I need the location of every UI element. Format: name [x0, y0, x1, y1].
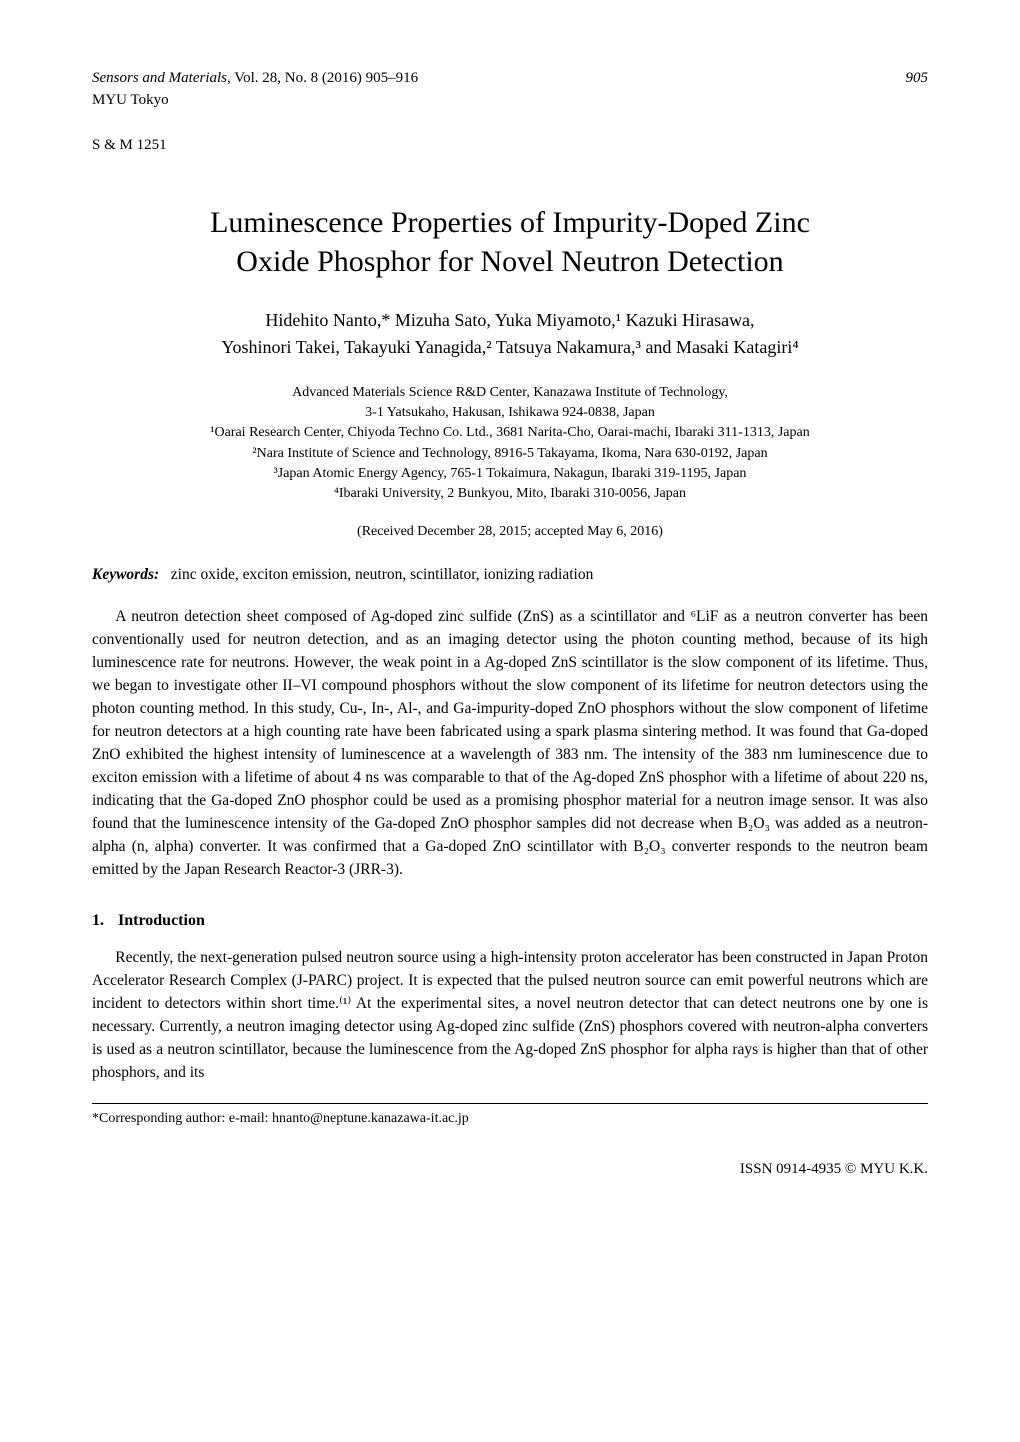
corresponding-author-footnote: *Corresponding author: e-mail: hnanto@ne…	[92, 1110, 928, 1129]
authors-line-1: Hidehito Nanto,* Mizuha Sato, Yuka Miyam…	[265, 310, 754, 330]
affil-line: ²Nara Institute of Science and Technolog…	[252, 446, 767, 461]
authors-line-2: Yoshinori Takei, Takayuki Yanagida,² Tat…	[221, 337, 798, 357]
affil-line: ³Japan Atomic Energy Agency, 765-1 Tokai…	[274, 466, 747, 481]
article-title: Luminescence Properties of Impurity-Dope…	[92, 203, 928, 281]
keywords: Keywords: zinc oxide, exciton emission, …	[92, 565, 928, 586]
affiliations: Advanced Materials Science R&D Center, K…	[92, 383, 928, 505]
title-line-2: Oxide Phosphor for Novel Neutron Detecti…	[236, 245, 783, 278]
body-paragraph: Recently, the next-generation pulsed neu…	[92, 947, 928, 1085]
journal-name: Sensors and Materials	[92, 70, 227, 86]
affil-line: ⁴Ibaraki University, 2 Bunkyou, Mito, Ib…	[334, 486, 686, 501]
received-dates: (Received December 28, 2015; accepted Ma…	[92, 523, 928, 542]
authors: Hidehito Nanto,* Mizuha Sato, Yuka Miyam…	[92, 307, 928, 361]
journal-citation: Sensors and Materials, Vol. 28, No. 8 (2…	[92, 68, 418, 88]
keywords-text: zinc oxide, exciton emission, neutron, s…	[171, 566, 594, 583]
keywords-label: Keywords:	[92, 566, 159, 583]
footnote-rule	[92, 1103, 928, 1104]
title-line-1: Luminescence Properties of Impurity-Dope…	[210, 206, 810, 239]
affil-line: ¹Oarai Research Center, Chiyoda Techno C…	[210, 425, 809, 440]
running-header: Sensors and Materials, Vol. 28, No. 8 (2…	[92, 68, 928, 88]
issn-line: ISSN 0914-4935 © MYU K.K.	[92, 1159, 928, 1179]
affil-line: Advanced Materials Science R&D Center, K…	[292, 385, 728, 400]
journal-details: , Vol. 28, No. 8 (2016) 905–916	[227, 70, 418, 86]
page-number: 905	[906, 68, 929, 88]
sm-number: S & M 1251	[92, 135, 928, 155]
section-title: Introduction	[118, 912, 205, 929]
affil-line: 3-1 Yatsukaho, Hakusan, Ishikawa 924-083…	[365, 405, 655, 420]
section-number: 1.	[92, 912, 104, 929]
abstract: A neutron detection sheet composed of Ag…	[92, 606, 928, 881]
publisher: MYU Tokyo	[92, 90, 928, 110]
section-heading: 1. Introduction	[92, 910, 928, 932]
